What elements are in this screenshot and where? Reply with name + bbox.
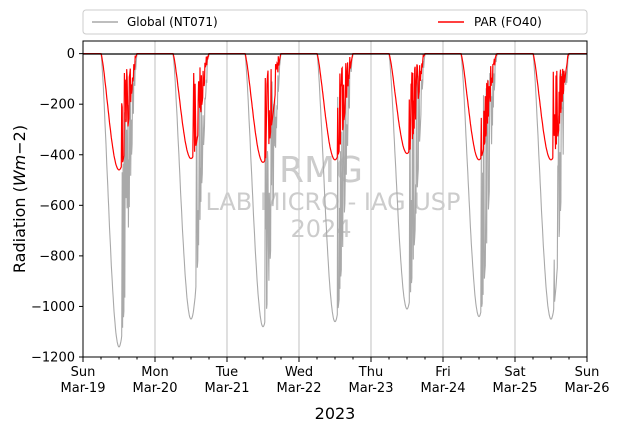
x-axis-label: 2023 [315,404,356,423]
watermark-line-2: LAB MICRO - IAG USP [205,188,460,216]
x-tick-label-date: Mar-20 [133,381,178,396]
y-tick-label: 0 [67,47,75,62]
watermark-line-1: RMG [279,150,363,191]
x-tick-label-date: Mar-19 [61,381,106,396]
y-tick-label: −400 [39,148,75,163]
x-tick-label-day: Thu [358,365,383,380]
x-tick-label-date: Mar-23 [349,381,394,396]
y-axis-label: Radiation (Wm−2) [10,125,29,273]
legend-box [82,9,588,35]
x-tick-label-date: Mar-24 [421,381,466,396]
x-tick-label-date: Mar-21 [205,381,250,396]
y-axis: 0 −200 −400 −600 −800 −1000 −1200 [31,47,83,366]
x-tick-label-date: Mar-25 [493,381,538,396]
x-tick-label-day: Sun [71,365,96,380]
x-tick-label-day: Fri [435,365,451,380]
y-tick-label: −1000 [31,300,75,315]
x-tick-label-date: Mar-26 [565,381,610,396]
legend-label-par: PAR (FO40) [474,15,542,29]
x-axis: SunMar-19MonMar-20TueMar-21WedMar-22ThuM… [61,357,610,396]
plot-area [83,41,587,357]
y-tick-label: −800 [39,249,75,264]
legend: Global (NT071) PAR (FO40) [82,9,588,35]
legend-label-global: Global (NT071) [127,15,218,29]
x-tick-label-day: Wed [285,365,313,380]
y-tick-label: −1200 [31,351,75,366]
x-tick-label-day: Mon [141,365,168,380]
x-tick-label-day: Sat [504,365,525,380]
x-tick-label-day: Sun [575,365,600,380]
y-tick-label: −200 [39,98,75,113]
x-grid [154,41,516,357]
x-tick-label-day: Tue [215,365,238,380]
y-tick-label: −600 [39,199,75,214]
x-tick-label-date: Mar-22 [277,381,322,396]
